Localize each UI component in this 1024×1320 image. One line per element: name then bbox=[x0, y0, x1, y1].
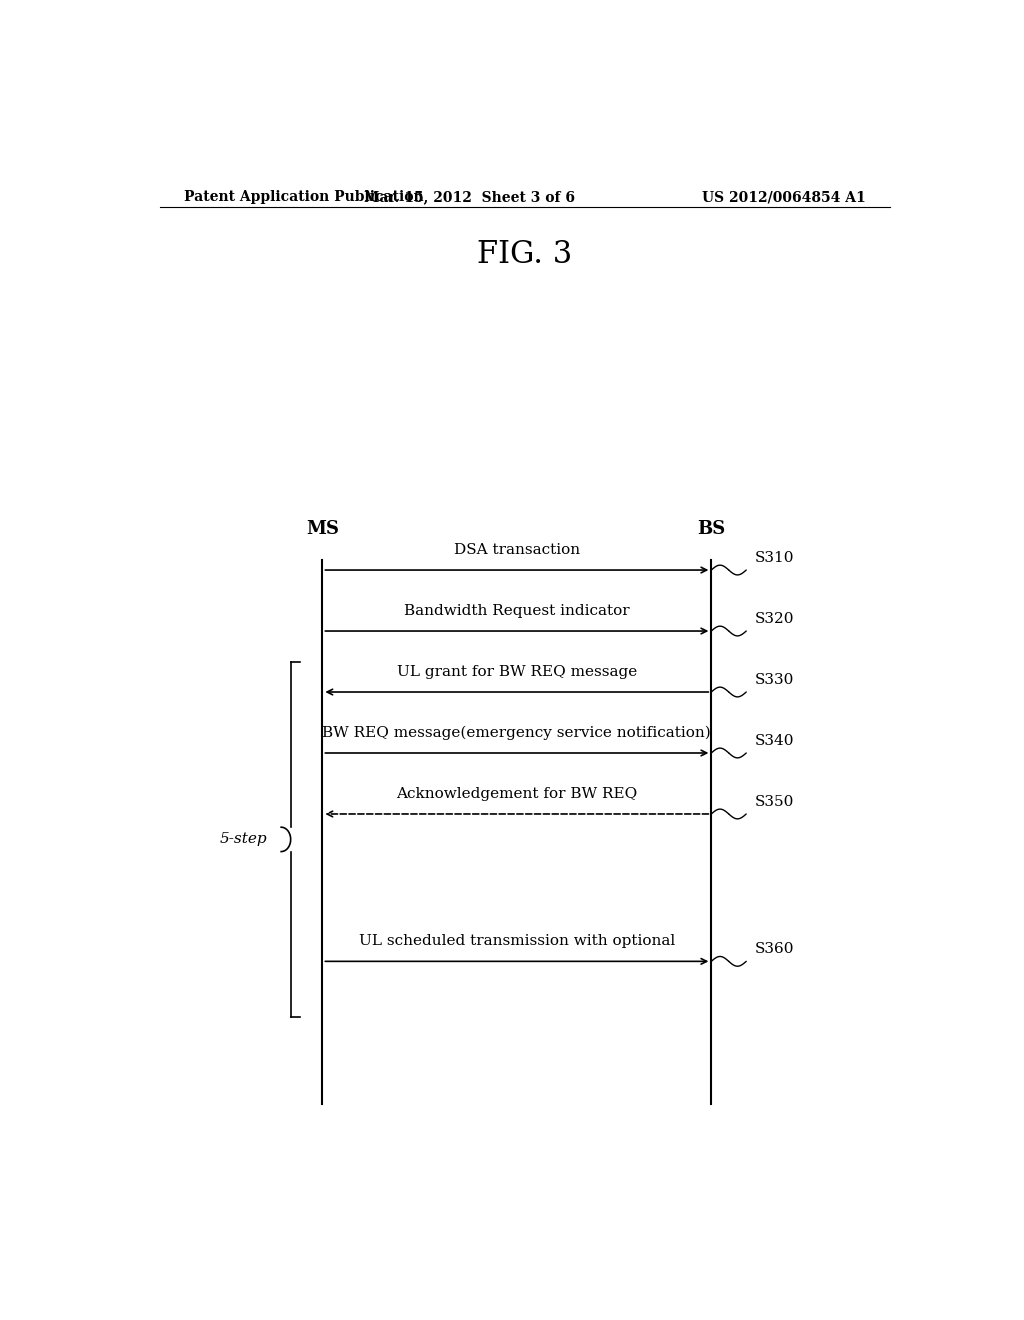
Text: S340: S340 bbox=[755, 734, 795, 748]
Text: Mar. 15, 2012  Sheet 3 of 6: Mar. 15, 2012 Sheet 3 of 6 bbox=[364, 190, 574, 205]
Text: FIG. 3: FIG. 3 bbox=[477, 239, 572, 271]
Text: Bandwidth Request indicator: Bandwidth Request indicator bbox=[404, 603, 630, 618]
Text: S360: S360 bbox=[755, 942, 795, 956]
Text: 5-step: 5-step bbox=[219, 833, 267, 846]
Text: UL grant for BW REQ message: UL grant for BW REQ message bbox=[396, 665, 637, 678]
Text: S320: S320 bbox=[755, 612, 795, 626]
Text: US 2012/0064854 A1: US 2012/0064854 A1 bbox=[702, 190, 866, 205]
Text: BS: BS bbox=[697, 520, 725, 537]
Text: S350: S350 bbox=[755, 795, 795, 809]
Text: MS: MS bbox=[306, 520, 339, 537]
Text: Acknowledgement for BW REQ: Acknowledgement for BW REQ bbox=[396, 787, 638, 801]
Text: UL scheduled transmission with optional: UL scheduled transmission with optional bbox=[358, 935, 675, 948]
Text: S310: S310 bbox=[755, 550, 795, 565]
Text: DSA transaction: DSA transaction bbox=[454, 543, 580, 557]
Text: BW REQ message(emergency service notification): BW REQ message(emergency service notific… bbox=[323, 726, 712, 739]
Text: Patent Application Publication: Patent Application Publication bbox=[183, 190, 423, 205]
Text: S330: S330 bbox=[755, 673, 795, 686]
